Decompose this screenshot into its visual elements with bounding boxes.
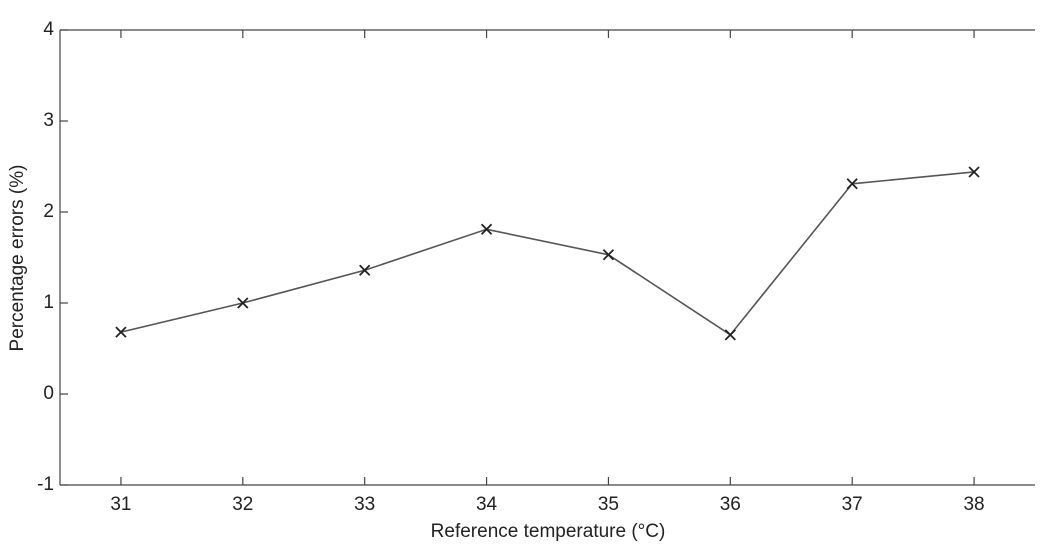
x-axis-label: Reference temperature (°C): [431, 521, 666, 542]
y-tick-label: 1: [43, 292, 54, 313]
x-tick-label: 37: [842, 494, 863, 515]
y-tick-label: 2: [43, 201, 54, 222]
x-tick-label: 35: [598, 494, 619, 515]
y-tick-label: -1: [37, 474, 54, 495]
x-tick-label: 34: [476, 494, 498, 515]
x-tick-label: 33: [354, 494, 375, 515]
y-axis-label: Percentage errors (%): [7, 165, 28, 352]
chart: Reference temperature (°C) Percentage er…: [0, 0, 1043, 549]
x-tick-label: 32: [232, 494, 253, 515]
x-tick-label: 36: [720, 494, 741, 515]
x-tick-label: 38: [963, 494, 984, 515]
background: [0, 0, 1043, 549]
y-tick-label: 0: [43, 383, 54, 404]
y-tick-label: 4: [43, 19, 54, 40]
x-tick-label: 31: [110, 494, 131, 515]
y-tick-label: 3: [43, 110, 54, 131]
